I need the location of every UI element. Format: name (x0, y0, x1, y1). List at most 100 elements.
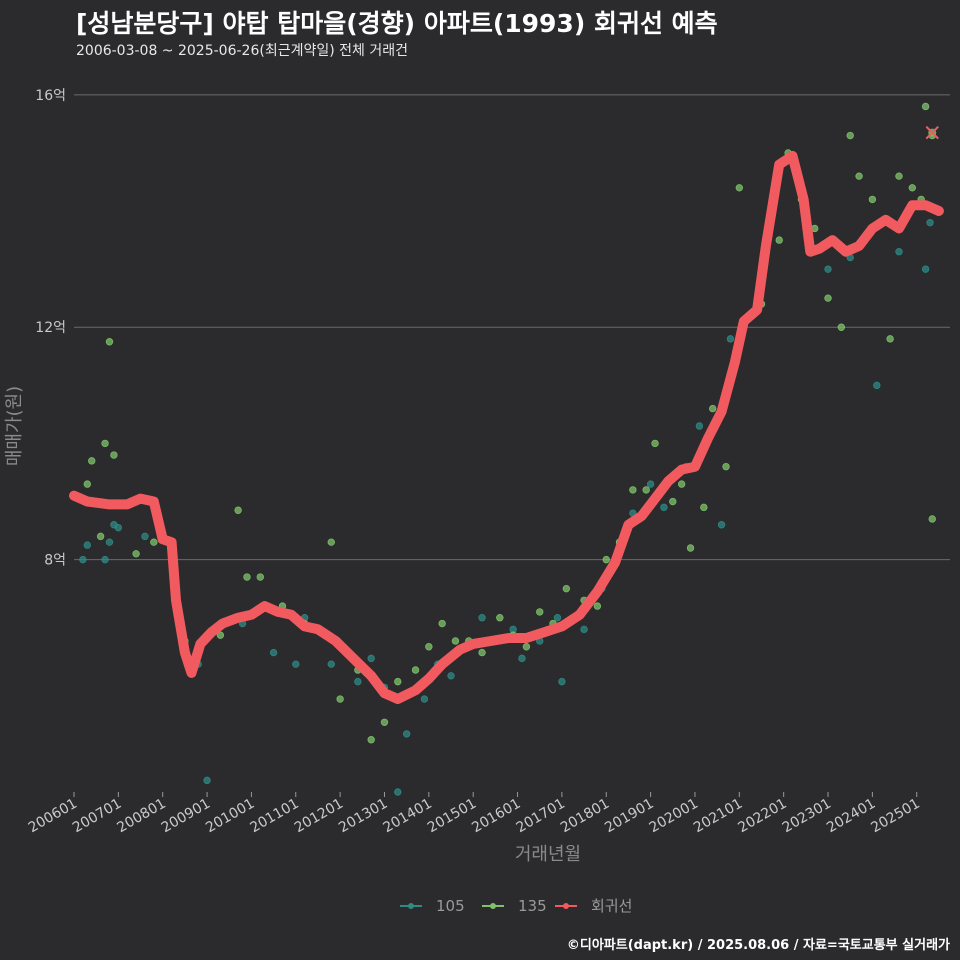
point-135 (775, 236, 783, 244)
point-135 (425, 643, 433, 651)
point-135 (868, 195, 877, 204)
point-105 (695, 422, 704, 430)
x-tick-label: 202501 (868, 796, 922, 837)
x-axis-title: 거래년월 (515, 844, 581, 865)
legend-marker-2 (563, 903, 569, 909)
x-tick-label: 200801 (114, 796, 168, 837)
point-135 (216, 631, 225, 639)
point-105 (518, 654, 526, 663)
point-135 (593, 602, 602, 610)
x-tick-label: 201101 (247, 796, 301, 837)
point-135 (700, 503, 708, 512)
point-135 (562, 584, 571, 593)
point-135 (921, 102, 930, 111)
point-135 (411, 666, 420, 674)
y-axis-title: 매매가(원) (4, 386, 25, 466)
source-caption: ©디아파트(dapt.kr) / 2025.08.06 / 자료=국토교통부 실… (566, 938, 950, 953)
x-tick-label: 201501 (425, 796, 479, 837)
point-105 (402, 730, 411, 738)
point-105 (873, 381, 881, 390)
prediction-x-mark (925, 125, 939, 140)
x-tick-label: 200601 (26, 796, 80, 837)
point-105 (726, 335, 735, 343)
point-135 (602, 555, 610, 564)
point-105 (558, 677, 566, 686)
point-135 (886, 335, 894, 343)
point-105 (646, 480, 655, 488)
point-135 (451, 637, 460, 645)
point-135 (651, 439, 659, 448)
point-105 (895, 248, 903, 256)
point-135 (101, 439, 109, 448)
x-tick-label: 202001 (647, 796, 701, 837)
x-tick-label: 202401 (824, 796, 878, 837)
point-135 (722, 462, 730, 471)
point-135 (846, 131, 854, 140)
point-135 (380, 718, 389, 726)
point-135 (536, 608, 544, 616)
point-135 (629, 486, 637, 494)
point-135 (150, 538, 158, 546)
point-135 (478, 648, 486, 657)
y-tick-label: 12억 (35, 320, 66, 336)
point-135 (677, 480, 686, 488)
y-axis-ticks: 8억 12억 16억 (35, 88, 66, 569)
point-105 (394, 788, 402, 796)
x-tick-label: 201901 (602, 796, 656, 837)
point-135 (83, 480, 92, 488)
point-105 (553, 614, 562, 622)
x-tick-label: 202201 (735, 796, 789, 837)
point-135 (336, 695, 344, 703)
point-135 (394, 677, 402, 686)
point-105 (580, 625, 588, 634)
point-105 (367, 654, 375, 663)
point-105 (921, 265, 930, 273)
point-135 (132, 550, 140, 558)
legend-label: 회귀선 (591, 897, 632, 915)
point-135 (686, 544, 695, 552)
point-105 (717, 521, 726, 529)
grid-lines (74, 94, 950, 561)
x-axis-ticks: 2006012007012008012009012010012011012012… (26, 792, 923, 836)
x-tick-label: 202301 (780, 796, 834, 837)
chart-subtitle: 2006-03-08 ~ 2025-06-26(최근계약일) 전체 거래건 (76, 43, 408, 59)
point-135 (928, 515, 936, 523)
point-135 (243, 573, 251, 581)
legend-label: 135 (518, 897, 547, 915)
point-105 (101, 555, 109, 564)
point-135 (895, 172, 903, 180)
point-105 (824, 265, 832, 273)
point-105 (420, 695, 429, 703)
point-105 (141, 532, 149, 541)
point-105 (203, 776, 211, 785)
legend-marker-0 (408, 903, 414, 909)
x-tick-label: 201001 (203, 796, 257, 837)
point-135 (669, 497, 677, 506)
x-tick-label: 201201 (292, 796, 346, 837)
legend: 105 135 회귀선 (400, 897, 632, 915)
point-105 (83, 541, 92, 549)
point-135 (855, 172, 863, 180)
x-tick-label: 202101 (691, 796, 745, 837)
point-135 (837, 323, 846, 331)
point-105 (292, 660, 300, 668)
point-135 (88, 457, 96, 465)
x-tick-label: 201401 (381, 796, 435, 837)
point-135 (367, 736, 375, 744)
point-135 (709, 404, 717, 413)
legend-marker-1 (490, 903, 496, 909)
point-135 (824, 294, 832, 302)
point-105 (105, 538, 114, 546)
point-105 (478, 614, 486, 622)
point-135 (642, 486, 650, 494)
legend-label: 105 (436, 897, 465, 915)
x-tick-label: 201801 (558, 796, 612, 837)
chart-title: [성남분당구] 야탑 탑마을(경향) 아파트(1993) 회귀선 예측 (76, 9, 718, 38)
point-135 (438, 619, 446, 628)
point-105 (114, 523, 123, 532)
point-135 (110, 451, 118, 459)
point-105 (447, 672, 455, 680)
x-tick-label: 201301 (336, 796, 390, 837)
point-105 (269, 648, 278, 657)
